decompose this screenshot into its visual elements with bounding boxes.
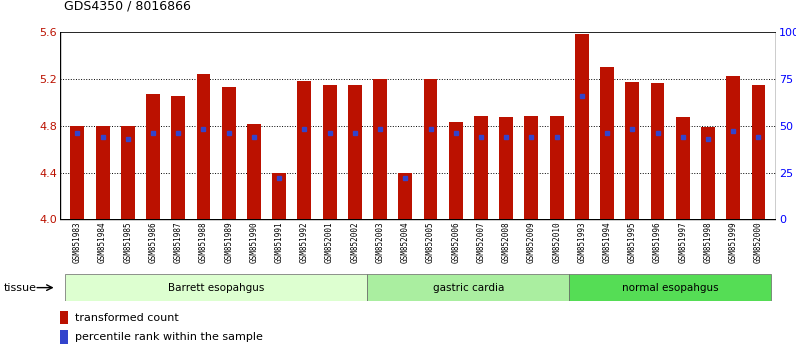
Bar <box>499 118 513 219</box>
Bar <box>373 79 387 219</box>
Bar <box>569 274 771 301</box>
Bar <box>247 125 261 219</box>
Bar <box>676 118 689 219</box>
Bar <box>121 126 135 219</box>
Bar <box>64 274 368 301</box>
Text: GSM851990: GSM851990 <box>249 222 259 263</box>
Text: transformed count: transformed count <box>75 313 178 323</box>
Bar <box>525 116 538 219</box>
Text: GSM851993: GSM851993 <box>577 222 587 263</box>
Text: GSM852005: GSM852005 <box>426 222 435 263</box>
Bar <box>272 172 286 219</box>
Bar <box>398 172 412 219</box>
Bar <box>550 116 564 219</box>
Text: GSM851989: GSM851989 <box>224 222 233 263</box>
Text: GSM852006: GSM852006 <box>451 222 460 263</box>
Text: normal esopahgus: normal esopahgus <box>622 282 719 293</box>
Bar <box>322 85 337 219</box>
Text: GSM852003: GSM852003 <box>376 222 384 263</box>
Text: GSM852009: GSM852009 <box>527 222 536 263</box>
Text: GSM852004: GSM852004 <box>401 222 410 263</box>
Text: GSM851997: GSM851997 <box>678 222 687 263</box>
Bar <box>449 122 462 219</box>
Text: GSM851991: GSM851991 <box>275 222 283 263</box>
Text: GSM852008: GSM852008 <box>501 222 511 263</box>
Text: GSM851983: GSM851983 <box>73 222 82 263</box>
Text: GSM851996: GSM851996 <box>653 222 662 263</box>
Text: GSM851992: GSM851992 <box>300 222 309 263</box>
Bar <box>171 96 185 219</box>
Text: GSM851995: GSM851995 <box>628 222 637 263</box>
Bar <box>60 311 68 324</box>
Text: GSM851988: GSM851988 <box>199 222 208 263</box>
Text: GSM852002: GSM852002 <box>350 222 359 263</box>
Text: GDS4350 / 8016866: GDS4350 / 8016866 <box>64 0 190 12</box>
Bar <box>197 74 210 219</box>
Bar <box>701 127 715 219</box>
Bar <box>298 81 311 219</box>
Bar <box>60 330 68 344</box>
Text: GSM852010: GSM852010 <box>552 222 561 263</box>
Text: GSM852007: GSM852007 <box>477 222 486 263</box>
Bar <box>222 87 236 219</box>
Text: GSM851984: GSM851984 <box>98 222 107 263</box>
Text: GSM851987: GSM851987 <box>174 222 183 263</box>
Bar <box>751 85 766 219</box>
Bar <box>70 126 84 219</box>
Bar <box>474 116 488 219</box>
Bar <box>96 126 110 219</box>
Bar <box>600 67 614 219</box>
Bar <box>146 94 160 219</box>
Text: GSM851986: GSM851986 <box>149 222 158 263</box>
Text: GSM851998: GSM851998 <box>704 222 712 263</box>
Bar <box>626 82 639 219</box>
Text: GSM851999: GSM851999 <box>728 222 738 263</box>
Text: gastric cardia: gastric cardia <box>433 282 504 293</box>
Text: Barrett esopahgus: Barrett esopahgus <box>168 282 264 293</box>
Bar <box>348 85 361 219</box>
Text: percentile rank within the sample: percentile rank within the sample <box>75 332 263 342</box>
Text: tissue: tissue <box>4 282 37 293</box>
Bar <box>423 79 438 219</box>
Text: GSM852000: GSM852000 <box>754 222 763 263</box>
Bar <box>650 84 665 219</box>
Bar <box>368 274 569 301</box>
Text: GSM851985: GSM851985 <box>123 222 132 263</box>
Bar <box>575 34 589 219</box>
Text: GSM851994: GSM851994 <box>603 222 611 263</box>
Bar <box>726 76 740 219</box>
Text: GSM852001: GSM852001 <box>325 222 334 263</box>
